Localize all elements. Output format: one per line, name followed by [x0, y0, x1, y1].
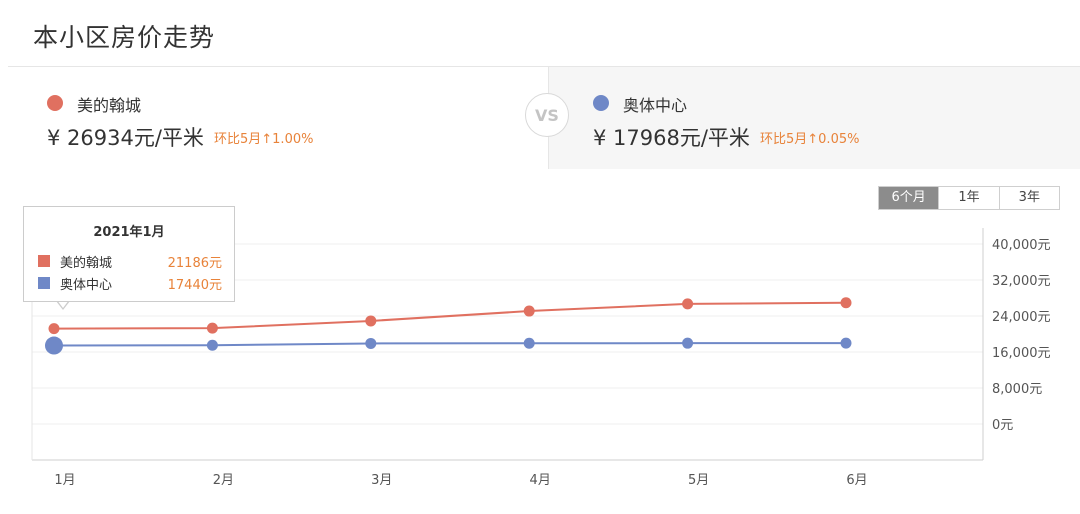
compare-right-price: ¥ 17968元/平米: [593, 126, 750, 150]
tooltip-arrow-fill: [57, 300, 69, 308]
y-tick-label: 40,000元: [992, 238, 1051, 253]
data-point: [365, 315, 377, 327]
tooltip-series-name: 奥体中心: [60, 278, 113, 293]
data-point: [206, 339, 218, 351]
vs-badge: VS: [525, 93, 569, 137]
y-tick-label: 24,000元: [992, 310, 1051, 325]
tooltip-title: 2021年1月: [93, 225, 165, 240]
compare-right-name: 奥体中心: [623, 96, 688, 115]
data-point: [365, 337, 377, 349]
compare-right-change: 环比5月↑0.05%: [760, 132, 860, 147]
x-tick-label: 3月: [371, 473, 392, 488]
y-tick-label: 16,000元: [992, 346, 1051, 361]
legend-square-icon: [38, 277, 50, 289]
data-point: [840, 297, 852, 309]
tab-6-months[interactable]: 6个月: [879, 187, 940, 209]
tooltip-series-value: 17440元: [167, 278, 222, 293]
y-tick-label: 32,000元: [992, 274, 1051, 289]
x-tick-label: 1月: [54, 473, 75, 488]
data-point: [48, 323, 60, 335]
tooltip-series-name: 美的翰城: [60, 256, 113, 271]
data-point: [45, 336, 63, 355]
y-tick-label: 8,000元: [992, 382, 1042, 397]
series-dot-icon: [47, 95, 63, 111]
data-point: [523, 337, 535, 349]
data-point: [682, 337, 694, 349]
tooltip-series-value: 21186元: [167, 256, 222, 271]
data-point: [840, 337, 852, 349]
compare-right-card: 奥体中心 ¥ 17968元/平米 环比5月↑0.05%: [549, 67, 1080, 169]
compare-left-card: 美的翰城 ¥ 26934元/平米 环比5月↑1.00%: [8, 67, 549, 169]
x-tick-label: 4月: [530, 473, 551, 488]
tooltip-row: 美的翰城 21186元: [38, 252, 222, 271]
x-tick-label: 2月: [213, 473, 234, 488]
series-dot-icon: [593, 95, 609, 111]
y-tick-label: 0元: [992, 418, 1013, 433]
series-line: [53, 301, 847, 330]
chart-tooltip: 2021年1月 美的翰城 21186元 奥体中心 17440元: [23, 206, 235, 302]
series-line: [53, 342, 847, 347]
compare-left-price: ¥ 26934元/平米: [47, 126, 204, 150]
x-tick-label: 5月: [688, 473, 709, 488]
compare-left-name: 美的翰城: [77, 96, 142, 115]
legend-square-icon: [38, 255, 50, 267]
tab-3-years[interactable]: 3年: [1018, 190, 1040, 205]
comparison-panel: 美的翰城 ¥ 26934元/平米 环比5月↑1.00% 奥体中心 ¥ 17968…: [8, 66, 1080, 170]
data-point: [206, 322, 218, 334]
tooltip-row: 奥体中心 17440元: [38, 274, 222, 293]
time-range-tabs: 6个月 1年 3年: [878, 186, 1060, 210]
compare-left-change: 环比5月↑1.00%: [214, 132, 314, 147]
x-tick-label: 6月: [846, 473, 867, 488]
page-title: 本小区房价走势: [33, 23, 216, 52]
data-point: [682, 298, 694, 310]
data-point: [523, 305, 535, 317]
tab-1-year[interactable]: 1年: [939, 187, 1000, 209]
